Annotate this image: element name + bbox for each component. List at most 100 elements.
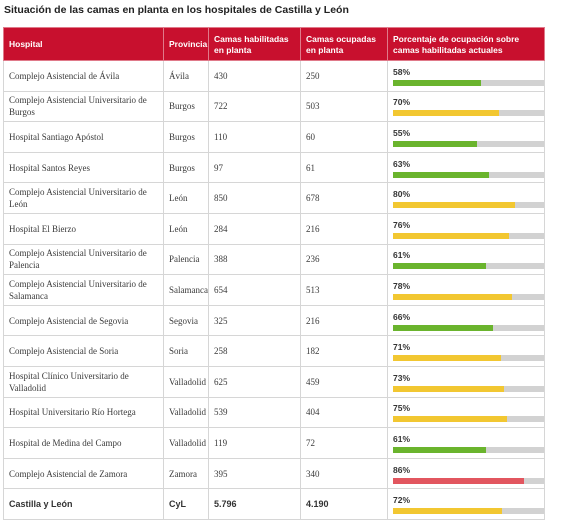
hospital-cell: Hospital Santiago Apóstol: [3, 121, 164, 153]
table-row: Complejo Asistencial Universitario de Sa…: [3, 274, 545, 306]
occupancy-bar-fill: [393, 263, 486, 270]
occupancy-bar-track: [393, 446, 544, 453]
hospital-cell: Hospital El Bierzo: [3, 212, 164, 245]
occupancy-bar-fill: [393, 385, 504, 392]
porcentaje-label: 58%: [393, 66, 411, 77]
habilitadas-cell: 722: [208, 90, 301, 123]
porcentaje-cell: 61%: [387, 243, 545, 276]
porcentaje-label: 71%: [393, 342, 411, 353]
provincia-cell: Valladolid: [163, 396, 209, 429]
hospital-cell: Complejo Asistencial Universitario de Le…: [3, 182, 164, 214]
ocupadas-cell: 503: [300, 90, 388, 123]
porcentaje-label: 73%: [393, 372, 411, 383]
porcentaje-cell: 66%: [387, 304, 545, 337]
total-porcentaje-cell: 72%: [387, 488, 545, 520]
occupancy-bar-track: [393, 171, 544, 178]
total-ocupadas-cell: 4.190: [300, 488, 388, 520]
total-row: Castilla y León CyL 5.796 4.190 72%: [3, 488, 545, 520]
ocupadas-cell: 216: [300, 212, 388, 245]
occupancy-bar-track: [393, 477, 544, 484]
porcentaje-label: 61%: [393, 250, 411, 261]
ocupadas-cell: 216: [300, 304, 388, 337]
porcentaje-cell: 80%: [387, 182, 545, 214]
ocupadas-cell: 340: [300, 457, 388, 490]
table-row: Complejo Asistencial de Ávila Ávila 430 …: [3, 60, 545, 92]
occupancy-bar-fill: [393, 140, 477, 147]
ocupadas-cell: 459: [300, 365, 388, 398]
porcentaje-label: 63%: [393, 158, 411, 169]
ocupadas-cell: 61: [300, 151, 388, 184]
porcentaje-cell: 75%: [387, 396, 545, 429]
porcentaje-label: 78%: [393, 280, 411, 291]
habilitadas-cell: 850: [208, 182, 301, 214]
ocupadas-cell: 72: [300, 427, 388, 459]
habilitadas-cell: 395: [208, 457, 301, 490]
hospital-cell: Complejo Asistencial de Soria: [3, 335, 164, 367]
habilitadas-cell: 119: [208, 427, 301, 459]
porcentaje-cell: 61%: [387, 427, 545, 459]
porcentaje-label: 76%: [393, 219, 411, 230]
table-row: Hospital Universitario Río Hortega Valla…: [3, 396, 545, 429]
porcentaje-label: 70%: [393, 97, 411, 108]
occupancy-bar-track: [393, 140, 544, 147]
header-provincia: Provincia: [163, 27, 209, 61]
porcentaje-label: 61%: [393, 433, 411, 444]
porcentaje-cell: 76%: [387, 212, 545, 245]
table-row: Complejo Asistencial Universitario de Pa…: [3, 243, 545, 276]
ocupadas-cell: 513: [300, 274, 388, 306]
habilitadas-cell: 325: [208, 304, 301, 337]
table-row: Hospital de Medina del Campo Valladolid …: [3, 427, 545, 459]
table-row: Complejo Asistencial de Segovia Segovia …: [3, 304, 545, 337]
habilitadas-cell: 110: [208, 121, 301, 153]
occupancy-bar-fill: [393, 232, 509, 239]
table-row: Complejo Asistencial Universitario de Le…: [3, 182, 545, 214]
occupancy-bar-fill: [393, 293, 512, 300]
header-hospital: Hospital: [3, 27, 164, 61]
provincia-cell: Burgos: [163, 121, 209, 153]
table-row: Hospital Santiago Apóstol Burgos 110 60 …: [3, 121, 545, 153]
total-habilitadas-cell: 5.796: [208, 488, 301, 520]
provincia-cell: Valladolid: [163, 427, 209, 459]
header-camas-habilitadas: Camas habilitadas en planta: [208, 27, 301, 61]
occupancy-bar-track: [393, 355, 544, 362]
occupancy-bar-fill: [393, 79, 482, 86]
occupancy-bar-track: [393, 232, 544, 239]
ocupadas-cell: 678: [300, 182, 388, 214]
occupancy-bar-track: [393, 385, 544, 392]
occupancy-bar-fill: [393, 202, 515, 209]
occupancy-bar-track: [393, 508, 544, 515]
porcentaje-cell: 71%: [387, 335, 545, 367]
porcentaje-cell: 63%: [387, 151, 545, 184]
table-row: Hospital Clínico Universitario de Vallad…: [3, 365, 545, 398]
porcentaje-label: 72%: [393, 495, 411, 506]
provincia-cell: Burgos: [163, 90, 209, 123]
habilitadas-cell: 388: [208, 243, 301, 276]
habilitadas-cell: 539: [208, 396, 301, 429]
hospital-cell: Hospital de Medina del Campo: [3, 427, 164, 459]
porcentaje-cell: 86%: [387, 457, 545, 490]
porcentaje-label: 86%: [393, 464, 411, 475]
porcentaje-cell: 78%: [387, 274, 545, 306]
hospital-cell: Hospital Santos Reyes: [3, 151, 164, 184]
occupancy-bar-fill: [393, 416, 507, 423]
porcentaje-cell: 55%: [387, 121, 545, 153]
provincia-cell: Zamora: [163, 457, 209, 490]
hospital-cell: Hospital Clínico Universitario de Vallad…: [3, 365, 164, 398]
total-hospital-cell: Castilla y León: [3, 488, 164, 520]
provincia-cell: León: [163, 182, 209, 214]
habilitadas-cell: 258: [208, 335, 301, 367]
occupancy-bar-fill: [393, 508, 503, 515]
porcentaje-label: 80%: [393, 189, 411, 200]
provincia-cell: Soria: [163, 335, 209, 367]
header-camas-ocupadas: Camas ocupadas en planta: [300, 27, 388, 61]
habilitadas-cell: 97: [208, 151, 301, 184]
provincia-cell: León: [163, 212, 209, 245]
occupancy-bar-fill: [393, 110, 500, 117]
ocupadas-cell: 236: [300, 243, 388, 276]
occupancy-bar-track: [393, 416, 544, 423]
porcentaje-label: 66%: [393, 311, 411, 322]
habilitadas-cell: 284: [208, 212, 301, 245]
provincia-cell: Salamanca: [163, 274, 209, 306]
hospital-cell: Complejo Asistencial de Ávila: [3, 60, 164, 92]
habilitadas-cell: 654: [208, 274, 301, 306]
